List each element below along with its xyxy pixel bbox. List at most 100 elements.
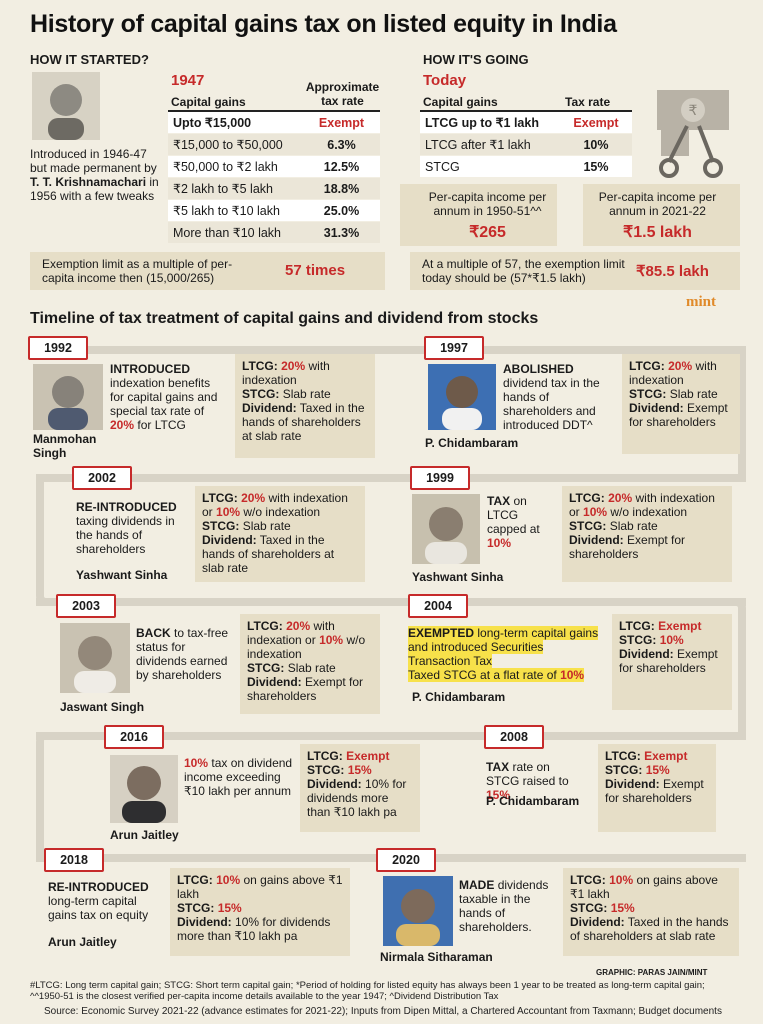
scissors-rupee-icon: ₹ — [655, 88, 733, 180]
table-cell: 6.3% — [327, 137, 356, 152]
timeline-path — [36, 732, 746, 862]
left-table: Upto ₹15,000 Exempt ₹15,000 to ₹50,000 6.3%… — [168, 112, 380, 243]
portrait-icon — [383, 876, 453, 946]
exempt-value: ₹85.5 lakh — [636, 263, 709, 280]
pci-box: Per-capita income per annum in 1950-51^^… — [400, 184, 740, 246]
year-badge: 1992 — [28, 336, 88, 360]
intro-text: Introduced in 1946-47 but made permanent… — [30, 147, 159, 203]
pci-then-value: ₹265 — [469, 224, 506, 241]
year-badge: 2020 — [376, 848, 436, 872]
multiple-box: Exemption limit as a multiple of per-cap… — [30, 252, 385, 290]
sitharaman-photo — [383, 876, 453, 946]
jaswant-photo — [60, 623, 130, 693]
table-cell: STCG — [425, 159, 460, 174]
person-name: P. Chidambaram — [412, 690, 506, 704]
year-badge: 2003 — [56, 594, 116, 618]
year-badge: 1997 — [424, 336, 484, 360]
portrait-icon — [110, 755, 178, 823]
divider — [420, 110, 632, 112]
year-badge: 1999 — [410, 466, 470, 490]
portrait-icon — [60, 623, 130, 693]
year-1947: 1947 — [171, 72, 205, 89]
source: Source: Economic Survey 2021-22 (advance… — [44, 1006, 722, 1017]
mint-logo: mint — [686, 294, 716, 310]
year-badge: 2018 — [44, 848, 104, 872]
timeline-path — [36, 474, 740, 482]
tax-box: LTCG: 20% with indexation or 10% w/o ind… — [195, 486, 365, 582]
pci-now-value: ₹1.5 lakh — [623, 224, 692, 241]
event-desc: RE-INTRODUCED long-term capital gains ta… — [48, 880, 149, 922]
event-desc: BACK to tax-free status for dividends ea… — [136, 626, 229, 682]
divider — [168, 110, 380, 112]
table-cell: 31.3% — [323, 225, 360, 240]
table-cell: Exempt — [573, 115, 619, 130]
event-desc: TAX on LTCG capped at 10% — [487, 494, 540, 550]
graphic-credit: GRAPHIC: PARAS JAIN/MINT — [596, 968, 708, 977]
table-cell: ₹15,000 to ₹50,000 — [173, 138, 283, 152]
right-heading: HOW IT'S GOING — [423, 52, 529, 67]
exempt-label: At a multiple of 57, the exemption limit… — [422, 257, 625, 285]
table-row: ₹15,000 to ₹50,000 6.3% — [168, 134, 380, 155]
right-table: LTCG up to ₹1 lakh Exempt LTCG after ₹1 la… — [420, 112, 632, 178]
tax-box: LTCG: 20% with indexation or 10% w/o ind… — [562, 486, 732, 582]
left-col2: Approximate tax rate — [305, 80, 380, 108]
tax-box: LTCG: 10% on gains above ₹1 lakh STCG: 1… — [563, 868, 739, 956]
portrait-icon — [32, 72, 100, 140]
multiple-label: Exemption limit as a multiple of per-cap… — [42, 257, 233, 285]
person-name: P. Chidambaram — [486, 794, 580, 808]
table-row: Upto ₹15,000 Exempt — [168, 112, 380, 133]
year-badge: 2016 — [104, 725, 164, 749]
portrait-icon — [412, 494, 480, 564]
tax-box: LTCG: Exempt STCG: 15% Dividend: 10% for… — [300, 744, 420, 832]
table-cell: LTCG after ₹1 lakh — [425, 138, 531, 152]
table-row: LTCG after ₹1 lakh 10% — [420, 134, 632, 155]
person-name: Arun Jaitley — [48, 935, 117, 949]
event-desc: INTRODUCED indexation benefits for capit… — [110, 362, 218, 432]
chidambaram-photo — [428, 364, 496, 430]
table-cell: More than ₹10 lakh — [173, 226, 282, 240]
event-desc: ABOLISHED dividend tax in the hands of s… — [503, 362, 600, 432]
timeline-title: Timeline of tax treatment of capital gai… — [30, 310, 539, 327]
table-row: LTCG up to ₹1 lakh Exempt — [420, 112, 632, 133]
tax-box: LTCG: 20% with indexation STCG: Slab rat… — [235, 354, 375, 458]
event-desc: EXEMPTED long-term capital gains and int… — [408, 626, 599, 682]
footnote: #LTCG: Long term capital gain; STCG: Sho… — [30, 980, 705, 1002]
tax-box: LTCG: 20% with indexation or 10% w/o ind… — [240, 614, 380, 714]
portrait-icon — [33, 364, 103, 430]
left-col1: Capital gains — [171, 95, 246, 109]
person-name: Nirmala Sitharaman — [380, 950, 493, 964]
person-name: P. Chidambaram — [425, 436, 519, 450]
person-name: Yashwant Sinha — [412, 570, 504, 584]
sinha-photo — [412, 494, 480, 564]
table-row: More than ₹10 lakh 31.3% — [168, 222, 380, 243]
timeline-path — [36, 598, 746, 740]
page-title: History of capital gains tax on listed e… — [30, 10, 617, 38]
event-desc: MADE dividends taxable in the hands of s… — [459, 878, 549, 934]
tax-box: LTCG: Exempt STCG: 10% Dividend: Exempt … — [612, 614, 732, 710]
table-cell: ₹50,000 to ₹2 lakh — [173, 160, 278, 174]
table-row: ₹50,000 to ₹2 lakh 12.5% — [168, 156, 380, 177]
table-row: ₹2 lakh to ₹5 lakh 18.8% — [168, 178, 380, 199]
right-col2: Tax rate — [565, 95, 611, 109]
today-label: Today — [423, 72, 467, 89]
table-cell: 12.5% — [323, 159, 360, 174]
krishnamachari-photo — [32, 72, 100, 140]
divider — [557, 184, 583, 246]
manmohan-photo — [33, 364, 103, 430]
event-desc: 10% tax on dividend income exceeding ₹10… — [184, 756, 293, 798]
year-badge: 2002 — [72, 466, 132, 490]
tax-box: LTCG: 10% on gains above ₹1 lakh STCG: 1… — [170, 868, 350, 956]
person-name: Yashwant Sinha — [76, 568, 168, 582]
exempt-box: At a multiple of 57, the exemption limit… — [410, 252, 740, 290]
multiple-value: 57 times — [285, 262, 346, 279]
table-cell: Upto ₹15,000 — [173, 116, 252, 130]
person-name: Manmohan Singh — [33, 432, 97, 460]
table-cell: 10% — [583, 137, 609, 152]
svg-text:₹: ₹ — [689, 103, 698, 119]
tax-box: LTCG: 20% with indexation STCG: Slab rat… — [622, 354, 740, 454]
year-badge: 2004 — [408, 594, 468, 618]
timeline-path — [36, 346, 746, 482]
table-cell: ₹5 lakh to ₹10 lakh — [173, 204, 280, 218]
timeline-path — [36, 732, 746, 740]
portrait-icon — [428, 364, 496, 430]
